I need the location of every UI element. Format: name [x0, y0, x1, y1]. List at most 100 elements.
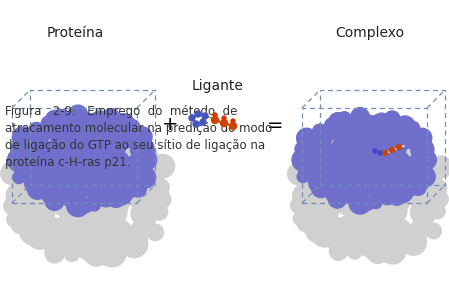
Circle shape [54, 184, 75, 206]
Circle shape [73, 150, 94, 171]
Circle shape [355, 150, 370, 164]
Circle shape [429, 203, 445, 219]
Circle shape [42, 147, 68, 173]
Circle shape [83, 180, 107, 204]
Circle shape [305, 214, 335, 243]
Circle shape [351, 132, 377, 158]
Circle shape [431, 191, 448, 207]
Circle shape [229, 122, 237, 130]
Circle shape [4, 197, 21, 215]
Circle shape [56, 192, 83, 219]
Circle shape [66, 141, 92, 167]
Circle shape [72, 188, 93, 208]
Circle shape [416, 170, 442, 196]
Circle shape [89, 161, 110, 182]
Circle shape [330, 147, 353, 170]
Circle shape [420, 178, 446, 204]
Circle shape [119, 138, 144, 162]
Circle shape [349, 166, 366, 183]
Circle shape [329, 150, 354, 176]
Circle shape [371, 161, 392, 181]
Circle shape [322, 151, 348, 178]
Circle shape [70, 153, 85, 167]
Circle shape [85, 165, 106, 185]
Circle shape [383, 227, 405, 249]
Circle shape [357, 172, 379, 194]
Circle shape [388, 153, 411, 176]
Circle shape [412, 231, 426, 245]
Circle shape [348, 177, 367, 197]
Circle shape [26, 223, 53, 249]
Circle shape [96, 185, 120, 209]
Circle shape [351, 108, 370, 126]
Circle shape [367, 242, 388, 263]
Circle shape [134, 167, 156, 188]
Circle shape [325, 225, 343, 243]
Circle shape [132, 127, 152, 147]
Circle shape [123, 146, 148, 172]
Circle shape [369, 140, 386, 156]
Circle shape [88, 171, 111, 194]
Circle shape [18, 179, 34, 196]
Circle shape [19, 214, 50, 245]
Circle shape [104, 121, 119, 135]
Circle shape [128, 160, 147, 179]
Circle shape [329, 174, 352, 197]
Circle shape [69, 153, 96, 180]
Circle shape [139, 169, 155, 186]
Circle shape [100, 159, 119, 179]
Circle shape [361, 129, 379, 146]
Circle shape [317, 133, 331, 147]
Circle shape [83, 166, 113, 196]
Circle shape [30, 215, 45, 230]
Circle shape [58, 115, 74, 131]
Circle shape [406, 122, 420, 135]
Circle shape [368, 192, 397, 221]
Circle shape [370, 184, 390, 203]
Circle shape [307, 134, 330, 158]
Circle shape [46, 125, 64, 142]
Circle shape [374, 183, 387, 197]
Circle shape [339, 137, 363, 161]
Circle shape [83, 146, 99, 162]
Circle shape [369, 202, 390, 223]
Circle shape [330, 183, 349, 203]
Circle shape [64, 185, 86, 207]
Circle shape [396, 145, 401, 149]
Circle shape [51, 191, 75, 215]
Circle shape [139, 148, 152, 161]
Circle shape [371, 214, 387, 230]
Circle shape [75, 147, 100, 172]
Circle shape [128, 137, 150, 159]
Circle shape [101, 199, 127, 225]
Circle shape [9, 191, 26, 207]
Circle shape [75, 150, 98, 174]
Circle shape [384, 111, 400, 126]
Circle shape [337, 183, 355, 200]
Circle shape [70, 148, 94, 172]
Circle shape [311, 178, 330, 198]
Circle shape [53, 182, 72, 201]
Circle shape [73, 159, 97, 184]
Circle shape [91, 234, 116, 259]
Circle shape [407, 161, 426, 179]
Circle shape [365, 146, 381, 162]
Circle shape [90, 171, 120, 202]
Circle shape [391, 181, 413, 203]
Circle shape [45, 192, 64, 210]
Circle shape [120, 168, 142, 190]
Circle shape [80, 162, 105, 187]
Circle shape [364, 202, 387, 225]
Circle shape [88, 198, 113, 223]
Circle shape [27, 179, 48, 199]
Circle shape [77, 150, 99, 173]
Circle shape [96, 151, 122, 177]
Circle shape [400, 126, 422, 148]
Circle shape [40, 226, 59, 245]
Circle shape [147, 224, 163, 240]
Circle shape [65, 179, 85, 199]
Circle shape [433, 180, 447, 194]
Circle shape [56, 135, 81, 161]
Circle shape [78, 182, 98, 202]
Circle shape [64, 192, 87, 215]
